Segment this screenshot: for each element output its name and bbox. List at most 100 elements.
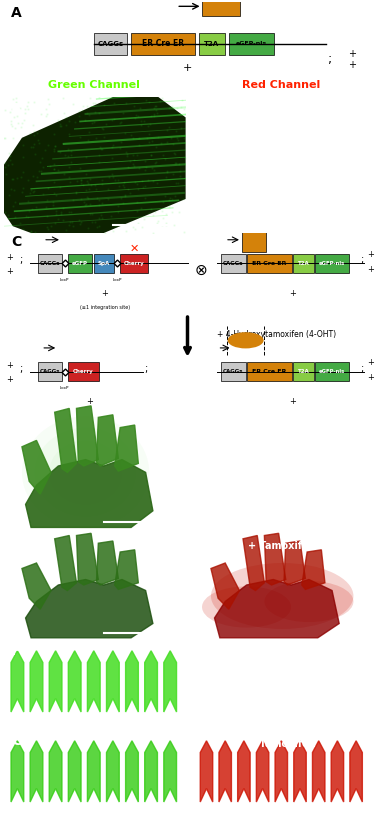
Polygon shape bbox=[284, 541, 305, 585]
Text: ER Cre ER: ER Cre ER bbox=[142, 40, 184, 48]
Text: +: + bbox=[102, 289, 108, 298]
Point bbox=[66, 160, 72, 173]
Point bbox=[9, 103, 15, 116]
Point bbox=[27, 126, 33, 139]
Point bbox=[92, 215, 98, 229]
Point bbox=[2, 160, 8, 173]
FancyBboxPatch shape bbox=[68, 362, 99, 381]
Point bbox=[170, 100, 176, 113]
Point bbox=[30, 118, 36, 131]
Point bbox=[27, 186, 33, 200]
Point bbox=[10, 92, 16, 106]
Point bbox=[72, 116, 78, 129]
Point bbox=[5, 208, 11, 221]
Polygon shape bbox=[164, 741, 177, 802]
Point bbox=[63, 118, 69, 131]
Point bbox=[174, 131, 180, 144]
Point bbox=[96, 106, 102, 120]
Point bbox=[128, 155, 134, 168]
Point bbox=[78, 174, 84, 187]
Point bbox=[66, 218, 72, 231]
Text: + Tamoxifen: + Tamoxifen bbox=[248, 739, 316, 749]
Point bbox=[100, 98, 106, 111]
Polygon shape bbox=[22, 563, 51, 609]
Point bbox=[183, 152, 189, 165]
Point bbox=[148, 202, 154, 215]
Point bbox=[38, 108, 44, 121]
Point bbox=[70, 219, 76, 233]
Point bbox=[96, 219, 102, 233]
Point bbox=[68, 205, 74, 219]
Point bbox=[31, 129, 37, 142]
Point bbox=[28, 224, 34, 238]
Polygon shape bbox=[264, 533, 286, 585]
FancyBboxPatch shape bbox=[229, 33, 274, 54]
Point bbox=[146, 135, 152, 148]
Point bbox=[142, 192, 148, 205]
Point bbox=[99, 173, 105, 186]
Point bbox=[9, 172, 15, 185]
Point bbox=[85, 221, 91, 234]
Point bbox=[60, 92, 66, 105]
Point bbox=[84, 175, 90, 188]
Point bbox=[105, 182, 111, 196]
Point bbox=[21, 114, 27, 127]
Point bbox=[31, 138, 37, 151]
Polygon shape bbox=[126, 741, 138, 802]
Point bbox=[85, 191, 91, 205]
Point bbox=[96, 199, 102, 212]
Point bbox=[45, 223, 51, 236]
Point bbox=[20, 150, 26, 163]
Point bbox=[93, 131, 99, 144]
Point bbox=[163, 171, 169, 184]
Text: LoxP: LoxP bbox=[60, 386, 69, 390]
Point bbox=[60, 201, 66, 214]
Text: +: + bbox=[348, 49, 357, 59]
Point bbox=[25, 102, 31, 116]
Point bbox=[122, 190, 128, 203]
Point bbox=[152, 110, 157, 123]
Point bbox=[170, 167, 176, 181]
Polygon shape bbox=[350, 741, 362, 802]
Point bbox=[6, 147, 12, 160]
Ellipse shape bbox=[264, 581, 353, 622]
Point bbox=[7, 105, 13, 118]
Point bbox=[174, 101, 180, 115]
Text: T2A: T2A bbox=[298, 369, 309, 374]
Point bbox=[65, 150, 71, 163]
Point bbox=[18, 171, 24, 184]
Point bbox=[73, 186, 79, 199]
Point bbox=[83, 197, 89, 210]
Text: +: + bbox=[367, 358, 374, 367]
Point bbox=[118, 135, 124, 148]
Point bbox=[81, 196, 87, 209]
Point bbox=[77, 162, 83, 175]
Text: eGFP-nls: eGFP-nls bbox=[319, 261, 345, 266]
Text: CAGGs: CAGGs bbox=[39, 261, 60, 266]
Polygon shape bbox=[96, 415, 118, 466]
Point bbox=[78, 215, 84, 229]
Point bbox=[77, 218, 83, 231]
Point bbox=[118, 192, 124, 205]
Point bbox=[162, 190, 168, 203]
Point bbox=[25, 210, 31, 224]
Point bbox=[91, 115, 97, 128]
Point bbox=[117, 142, 123, 155]
Point bbox=[32, 125, 38, 138]
Point bbox=[139, 175, 145, 188]
Point bbox=[164, 135, 170, 148]
Point bbox=[163, 219, 169, 232]
Point bbox=[164, 164, 170, 177]
Point bbox=[51, 142, 57, 155]
Point bbox=[58, 119, 64, 132]
Point bbox=[51, 127, 57, 140]
Point bbox=[88, 178, 94, 191]
Polygon shape bbox=[106, 651, 119, 712]
Polygon shape bbox=[219, 741, 231, 802]
Point bbox=[51, 158, 57, 171]
Point bbox=[120, 181, 126, 194]
Point bbox=[132, 175, 138, 188]
Point bbox=[134, 195, 140, 208]
Point bbox=[65, 142, 71, 155]
Point bbox=[105, 192, 111, 205]
